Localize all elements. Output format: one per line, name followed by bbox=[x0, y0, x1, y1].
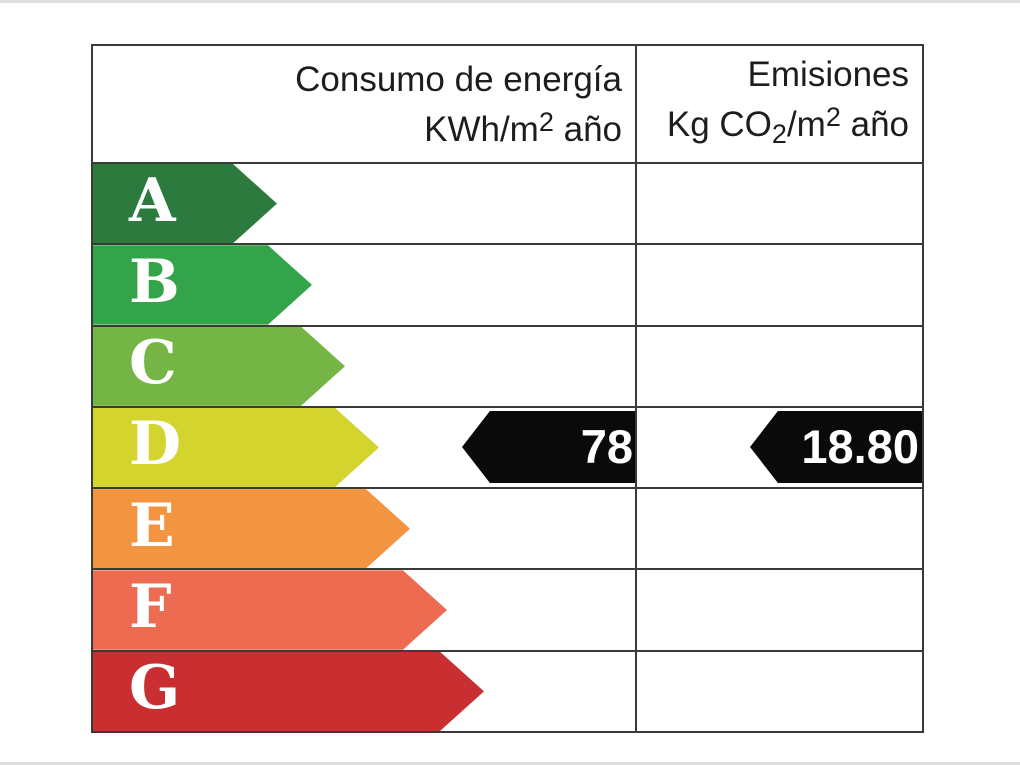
header-consumo-line1: Consumo de energía bbox=[295, 59, 622, 99]
rating-row-f: F bbox=[93, 568, 922, 649]
rating-arrow-g: G bbox=[93, 652, 484, 731]
consumo-value: 78 bbox=[580, 420, 633, 474]
rating-row-d: D 78 18.80 bbox=[93, 405, 922, 487]
rating-letter-g: G bbox=[129, 653, 181, 724]
rating-letter-d: D bbox=[129, 409, 182, 480]
rating-row-e: E bbox=[93, 487, 922, 568]
rating-row-g: G bbox=[93, 649, 922, 731]
rating-arrow-a: A bbox=[93, 164, 277, 243]
rating-letter-b: B bbox=[129, 246, 180, 317]
column-divider bbox=[635, 46, 637, 731]
rating-arrow-b: B bbox=[93, 245, 312, 324]
header-emisiones-line2: Kg CO2/m2 año bbox=[666, 101, 909, 149]
rating-row-a: A bbox=[93, 162, 922, 243]
table-header-row: Consumo de energía KWh/m2 año Emisiones … bbox=[93, 46, 922, 162]
rating-row-c: C bbox=[93, 324, 922, 406]
header-emisiones-line1: Emisiones bbox=[747, 54, 909, 94]
rating-row-b: B bbox=[93, 243, 922, 324]
rating-arrow-d: D bbox=[93, 408, 379, 487]
emisiones-value-arrow-icon: 18.80 bbox=[750, 410, 922, 484]
emisiones-value: 18.80 bbox=[801, 420, 919, 474]
rating-arrow-c: C bbox=[93, 327, 345, 406]
rating-letter-c: C bbox=[129, 328, 177, 399]
image-bottom-edge bbox=[0, 762, 1020, 765]
header-emisiones: Emisiones Kg CO2/m2 año bbox=[635, 46, 922, 162]
rating-letter-f: F bbox=[129, 572, 172, 643]
rating-letter-e: E bbox=[129, 490, 175, 561]
header-consumo: Consumo de energía KWh/m2 año bbox=[93, 46, 635, 162]
consumo-value-arrow-icon: 78 bbox=[462, 410, 635, 484]
image-top-edge bbox=[0, 0, 1020, 3]
energy-rating-table: Consumo de energía KWh/m2 año Emisiones … bbox=[91, 44, 924, 733]
header-consumo-line2: KWh/m2 año bbox=[424, 106, 622, 149]
rating-letter-a: A bbox=[129, 165, 176, 236]
rating-arrow-e: E bbox=[93, 489, 410, 568]
rating-arrow-f: F bbox=[93, 570, 447, 649]
